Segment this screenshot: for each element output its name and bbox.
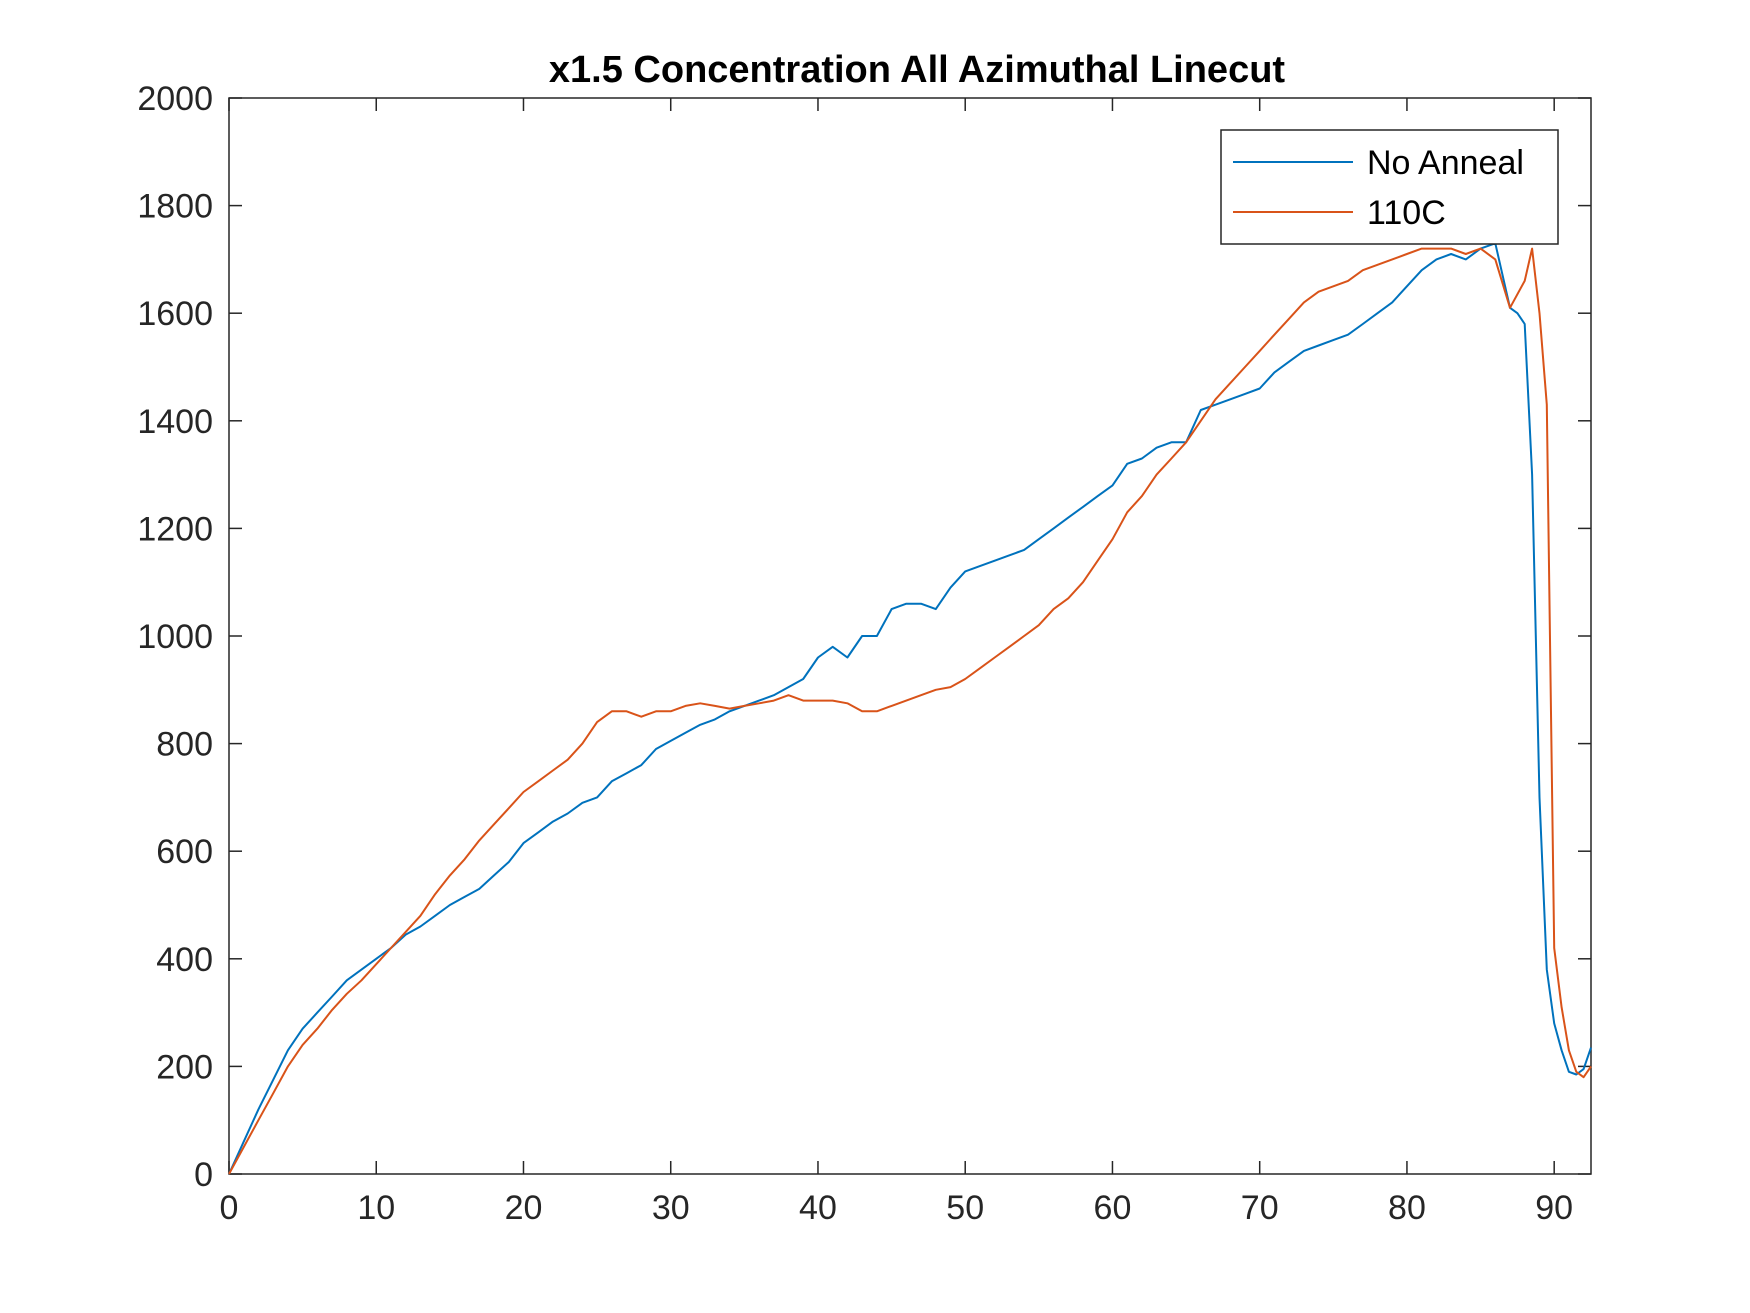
legend: No Anneal 110C (1220, 129, 1559, 245)
series-line-0 (228, 242, 1592, 1175)
y-tick-label: 600 (156, 833, 213, 871)
x-tick-label: 30 (652, 1189, 690, 1227)
plot-area (228, 97, 1592, 1175)
y-tick-label: 1600 (137, 295, 213, 333)
legend-box (1220, 129, 1559, 245)
x-tick-label: 0 (220, 1189, 239, 1227)
x-tick-label: 50 (946, 1189, 984, 1227)
y-tick-label: 400 (156, 941, 213, 979)
y-tick-label: 200 (156, 1048, 213, 1086)
chart-title: x1.5 Concentration All Azimuthal Linecut (549, 49, 1286, 91)
y-tick-label: 0 (194, 1156, 213, 1194)
x-tick-label: 90 (1535, 1189, 1573, 1227)
series-line-1 (228, 247, 1592, 1175)
y-tick-label: 1800 (137, 188, 213, 226)
y-tick-label: 2000 (137, 80, 213, 118)
x-tick-label: 60 (1094, 1189, 1132, 1227)
x-tick-label: 40 (799, 1189, 837, 1227)
y-tick-label: 1200 (137, 510, 213, 548)
y-tick-label: 1400 (137, 403, 213, 441)
legend-label: 110C (1367, 194, 1446, 232)
legend-label: No Anneal (1367, 144, 1524, 182)
y-tick-label: 800 (156, 726, 213, 764)
x-tick-label: 10 (357, 1189, 395, 1227)
series-lines (228, 242, 1592, 1175)
x-tick-label: 80 (1388, 1189, 1426, 1227)
x-tick-label: 70 (1241, 1189, 1279, 1227)
x-tick-label: 20 (505, 1189, 543, 1227)
axis-ticks: 0 10 20 30 40 50 60 70 80 90 0 200 400 600 800 1000 1200… (137, 80, 1591, 1227)
y-tick-label: 1000 (137, 618, 213, 656)
